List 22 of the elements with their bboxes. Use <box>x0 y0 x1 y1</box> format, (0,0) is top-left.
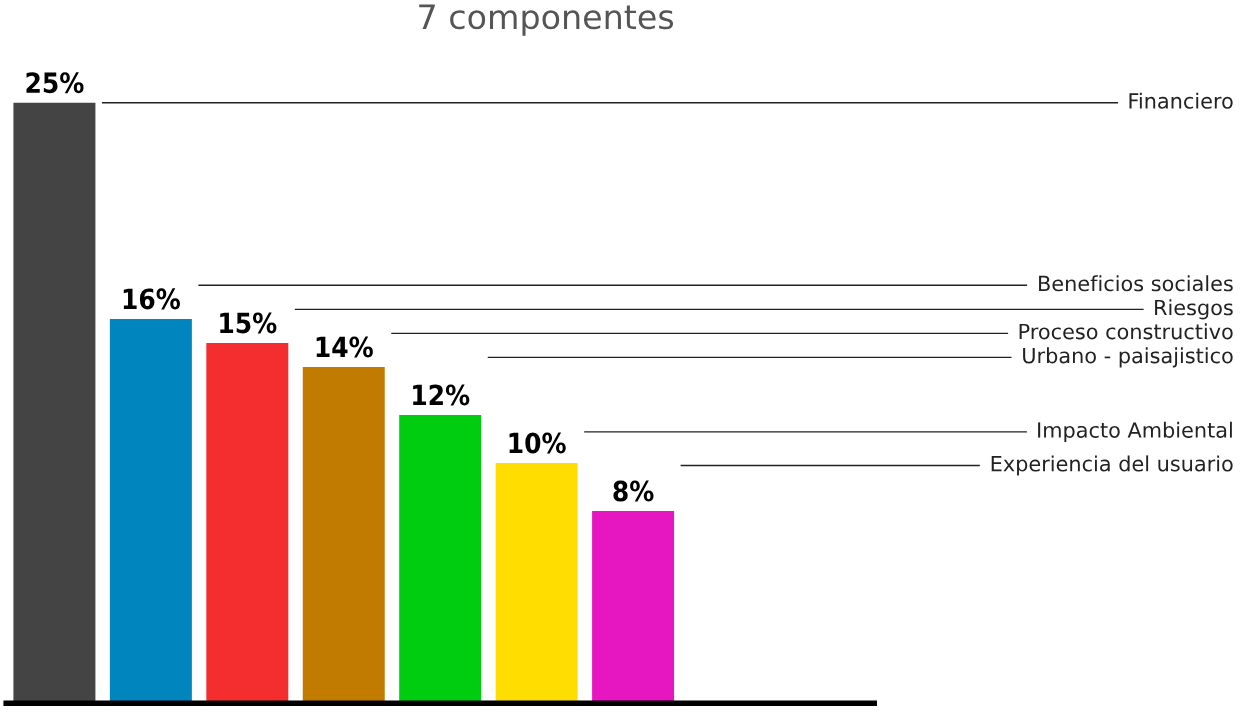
ref-line-label: Experiencia del usuario <box>991 455 1233 476</box>
data-label: 16% <box>123 288 180 310</box>
bar <box>109 318 192 704</box>
ref-line-label: Proceso constructivo <box>1019 323 1233 340</box>
bar <box>399 415 482 704</box>
data-label: 12% <box>413 384 470 406</box>
data-label: 10% <box>509 432 566 454</box>
chart-title: 7 componentes <box>419 4 674 36</box>
data-label: 14% <box>316 336 373 358</box>
ref-line-label: Beneficios sociales <box>1039 275 1233 292</box>
ref-line-label: Financiero <box>1129 92 1233 109</box>
bar <box>206 342 289 704</box>
ref-line-label: Riesgos <box>1155 299 1233 320</box>
data-label: 8% <box>613 480 654 502</box>
bar <box>495 463 578 704</box>
ref-line-label: Urbano - paisajistico <box>1023 347 1233 368</box>
data-label: 25% <box>26 72 84 94</box>
ref-line-label: Impacto Ambiental <box>1038 421 1232 442</box>
bar <box>302 366 385 704</box>
data-label: 15% <box>220 312 277 334</box>
bar <box>13 102 96 704</box>
bar <box>592 511 675 704</box>
